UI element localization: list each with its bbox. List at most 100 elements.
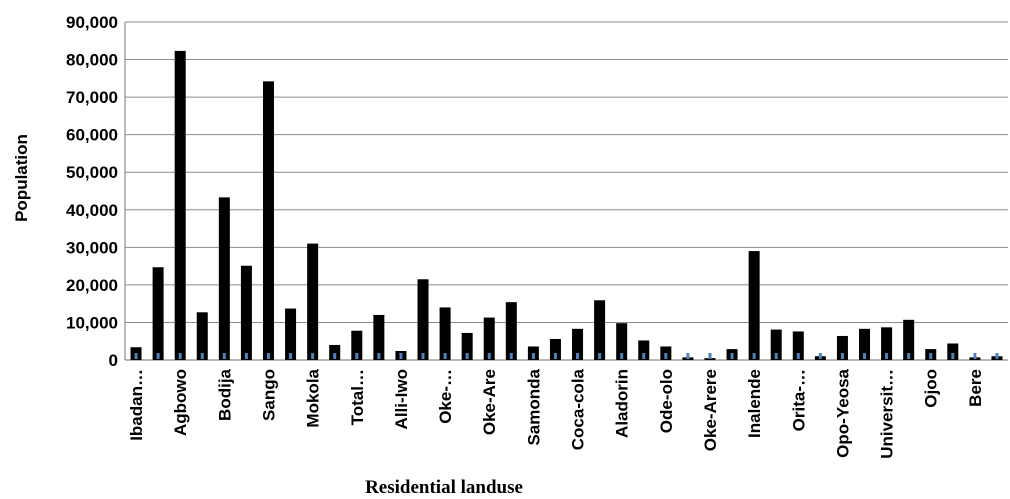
x-tick-label: Ojoo <box>922 369 941 408</box>
bar-foot <box>465 353 469 359</box>
bar-foot <box>642 353 646 359</box>
bar-foot <box>620 353 624 359</box>
bar <box>792 331 804 360</box>
bar-foot <box>156 353 160 359</box>
y-tick-labels: 0 10,000 20,000 30,000 40,000 50,000 60,000 70,… <box>66 13 118 370</box>
bar <box>152 267 164 360</box>
x-tick-label: Ibadan… <box>127 369 146 441</box>
bar-foot <box>421 353 425 359</box>
bar <box>836 335 848 360</box>
bar-foot <box>951 353 955 359</box>
bar <box>483 317 495 360</box>
x-tick-label: Orita-… <box>789 369 808 431</box>
x-tick-label: Bere <box>966 369 985 407</box>
bar-foot <box>840 353 844 359</box>
bar-foot <box>531 353 535 359</box>
x-tick-label: Inalende <box>745 369 764 438</box>
bar-foot <box>377 353 381 359</box>
x-tick-label: Mokola <box>304 368 323 427</box>
x-tick-label: Universit… <box>878 369 897 459</box>
x-tick-label: Opo-Yeosa <box>833 368 852 457</box>
bar-foot <box>266 353 270 359</box>
bar-foot <box>553 353 557 359</box>
bar <box>196 312 208 360</box>
bar-foot <box>487 353 491 359</box>
x-tick-label: Alli-Iwo <box>392 369 411 429</box>
bar-foot <box>818 353 822 359</box>
gridlines <box>125 21 1008 361</box>
y-tick-label: 10,000 <box>66 313 118 332</box>
bar-foot <box>686 353 690 359</box>
bar-foot <box>730 353 734 359</box>
y-tick-label: 80,000 <box>66 51 118 70</box>
bar-foot <box>289 353 293 359</box>
bar <box>351 330 363 360</box>
y-tick-label: 60,000 <box>66 126 118 145</box>
bar-foot <box>355 353 359 359</box>
bar-foot <box>752 353 756 359</box>
x-tick-label: Bodija <box>215 368 234 420</box>
x-tick-label: Coca-cola <box>569 368 588 450</box>
bar <box>218 197 230 360</box>
bar <box>947 343 959 360</box>
bar-foot <box>509 353 513 359</box>
bar-foot <box>708 353 712 359</box>
bar <box>903 319 915 360</box>
y-tick-label: 40,000 <box>66 201 118 220</box>
bar <box>748 251 760 360</box>
bar <box>329 344 341 360</box>
y-tick-label: 20,000 <box>66 276 118 295</box>
bar-foot <box>134 353 138 359</box>
x-tick-label: Sango <box>259 369 278 421</box>
x-tick-label: Oke-Arere <box>701 369 720 451</box>
bar-foot <box>598 353 602 359</box>
x-tick-label: Oke-Are <box>480 369 499 435</box>
x-tick-label: Total… <box>348 369 367 425</box>
bar-foot <box>907 353 911 359</box>
x-tick-label: Aladorin <box>613 369 632 438</box>
bar-foot <box>576 353 580 359</box>
bar-foot <box>664 353 668 359</box>
bar <box>461 332 473 360</box>
x-tick-labels: Ibadan… Agbowo Bodija Sango Mokola Total… Alli… <box>127 368 985 458</box>
bar-foot <box>995 353 999 359</box>
bar-foot <box>863 353 867 359</box>
y-tick-label: 50,000 <box>66 163 118 182</box>
bar-foot <box>973 353 977 359</box>
y-tick-label: 70,000 <box>66 88 118 107</box>
bar <box>770 329 782 360</box>
bar <box>549 338 561 360</box>
x-tick-label: Ode-olo <box>657 369 676 433</box>
bar <box>616 323 628 360</box>
bar-foot <box>443 353 447 359</box>
y-tick-label: 30,000 <box>66 238 118 257</box>
y-axis-label: Population <box>12 134 31 222</box>
bar <box>439 307 451 360</box>
bar-foot <box>774 353 778 359</box>
bar <box>285 308 297 360</box>
bar <box>704 358 716 360</box>
bar <box>881 327 893 360</box>
bar <box>174 50 186 361</box>
bar-foot <box>222 353 226 359</box>
x-tick-label: Oke-… <box>436 369 455 424</box>
x-tick-label: Samonda <box>524 368 543 445</box>
bar <box>373 314 385 360</box>
bar <box>307 243 319 360</box>
bars <box>130 50 1003 361</box>
bar-foot <box>399 353 403 359</box>
bar <box>505 302 517 360</box>
bar <box>859 328 871 360</box>
y-tick-label: 0 <box>109 351 118 370</box>
bar-foot <box>333 353 337 359</box>
y-tick-label: 90,000 <box>66 13 118 32</box>
x-axis-label: Residential landuse <box>365 477 523 498</box>
x-tick-label: Agbowo <box>171 369 190 436</box>
bar <box>572 328 584 360</box>
bar-foot <box>178 353 182 359</box>
bar <box>417 279 429 360</box>
bar <box>262 81 274 360</box>
bar-foot <box>885 353 889 359</box>
